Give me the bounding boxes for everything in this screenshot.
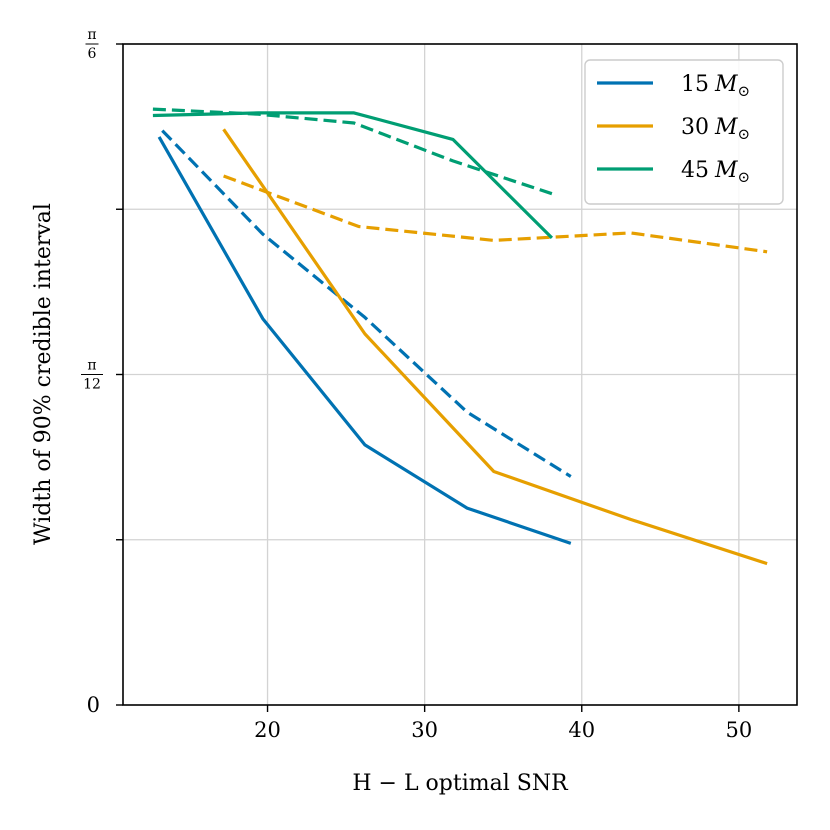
- y-tick-denominator: 6: [88, 46, 97, 62]
- y-tick-denominator: 12: [83, 377, 101, 393]
- series-line-6-dashed: [152, 107, 553, 196]
- y-tick-label-fraction: π6: [85, 27, 99, 62]
- y-axis-title: Width of 90% credible interval: [31, 203, 56, 545]
- series-line-1-solid: [157, 136, 572, 545]
- x-axis-title: H − L optimal SNR: [352, 771, 569, 796]
- series-line-4-dashed: [223, 174, 768, 254]
- x-tick-label: 20: [254, 718, 281, 742]
- x-tick-label: 30: [411, 718, 438, 742]
- y-tick-label: 0: [87, 693, 100, 717]
- legend: 15 M⊙ 30 M⊙ 45 M⊙: [584, 59, 784, 205]
- x-tick-label: 50: [726, 718, 753, 742]
- legend-label: 15 M⊙: [681, 72, 750, 100]
- y-tick-numerator: π: [87, 27, 96, 43]
- legend-label: 45 M⊙: [681, 158, 750, 186]
- legend-label: 30 M⊙: [681, 115, 750, 143]
- x-tick-label: 40: [568, 718, 595, 742]
- series-lines: [152, 107, 768, 566]
- series-line-2-dashed: [161, 129, 572, 478]
- y-tick-label-fraction: π 12: [81, 358, 103, 393]
- series-line-3-solid: [222, 128, 768, 566]
- y-tick-numerator: π: [87, 358, 96, 374]
